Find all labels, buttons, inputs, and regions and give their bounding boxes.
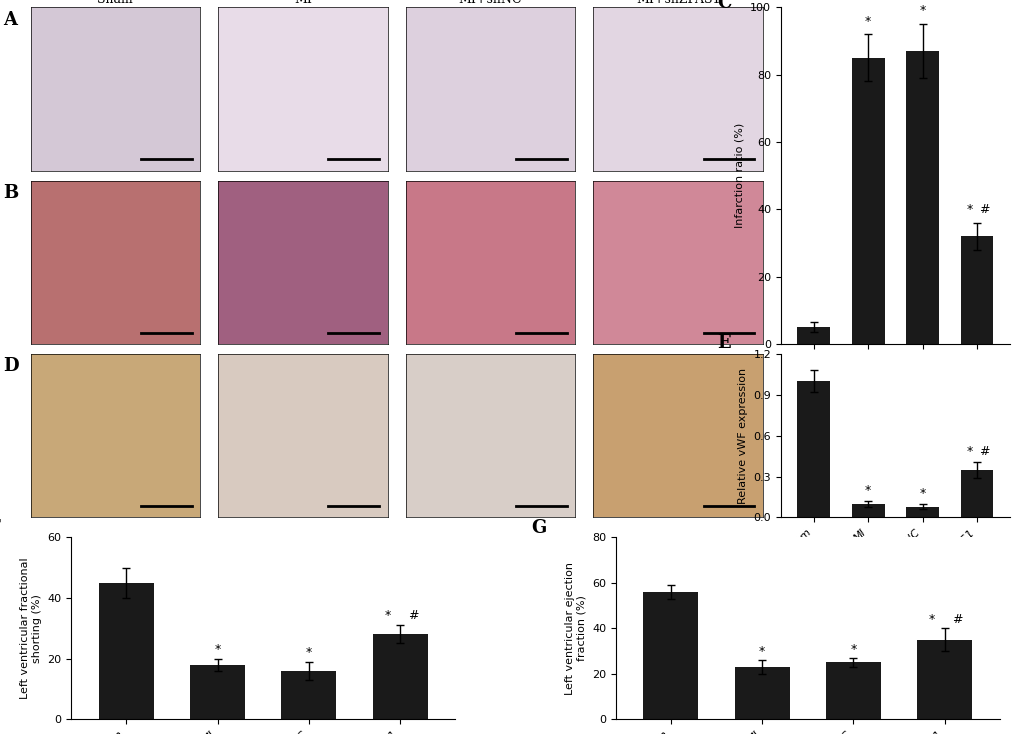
Text: #: # (952, 613, 962, 626)
Bar (906, 506, 938, 517)
Text: *: * (306, 646, 312, 658)
Text: *: * (918, 487, 925, 500)
Bar (643, 592, 698, 719)
Bar (372, 634, 427, 719)
Y-axis label: Left ventricular ejection
fraction (%): Left ventricular ejection fraction (%) (565, 562, 586, 695)
Text: D: D (3, 357, 19, 375)
Title: MI+shZFAS1: MI+shZFAS1 (635, 0, 719, 6)
Text: *: * (864, 15, 870, 28)
Text: *: * (214, 642, 220, 655)
Title: MI+shNC: MI+shNC (459, 0, 522, 6)
Bar (851, 58, 883, 344)
Text: B: B (3, 184, 18, 202)
Text: #: # (408, 609, 418, 622)
Title: MI: MI (293, 0, 312, 6)
Y-axis label: Relative vWF expression: Relative vWF expression (738, 368, 747, 504)
Text: G: G (531, 519, 546, 537)
Bar (960, 236, 993, 344)
Text: *: * (928, 613, 934, 626)
Bar (99, 583, 154, 719)
Y-axis label: Infarction ratio (%): Infarction ratio (%) (734, 123, 744, 228)
Bar (281, 671, 336, 719)
Text: *: * (864, 484, 870, 497)
Text: *: * (965, 445, 972, 457)
Bar (734, 667, 789, 719)
Bar (825, 662, 880, 719)
Bar (190, 665, 245, 719)
Text: *: * (918, 4, 925, 18)
Text: C: C (716, 0, 731, 12)
Bar (797, 327, 829, 344)
Bar (906, 51, 938, 344)
Text: A: A (3, 10, 17, 29)
Text: *: * (850, 642, 856, 655)
Bar (916, 639, 971, 719)
Text: E: E (716, 335, 730, 352)
Bar (960, 470, 993, 517)
Text: #: # (978, 203, 989, 217)
Text: #: # (978, 445, 989, 457)
Text: *: * (758, 645, 764, 658)
Bar (797, 381, 829, 517)
Text: *: * (384, 609, 390, 622)
Text: *: * (965, 203, 972, 217)
Bar (851, 504, 883, 517)
Y-axis label: Left ventricular fractional
shorting (%): Left ventricular fractional shorting (%) (20, 558, 42, 699)
Title: Sham: Sham (98, 0, 133, 6)
